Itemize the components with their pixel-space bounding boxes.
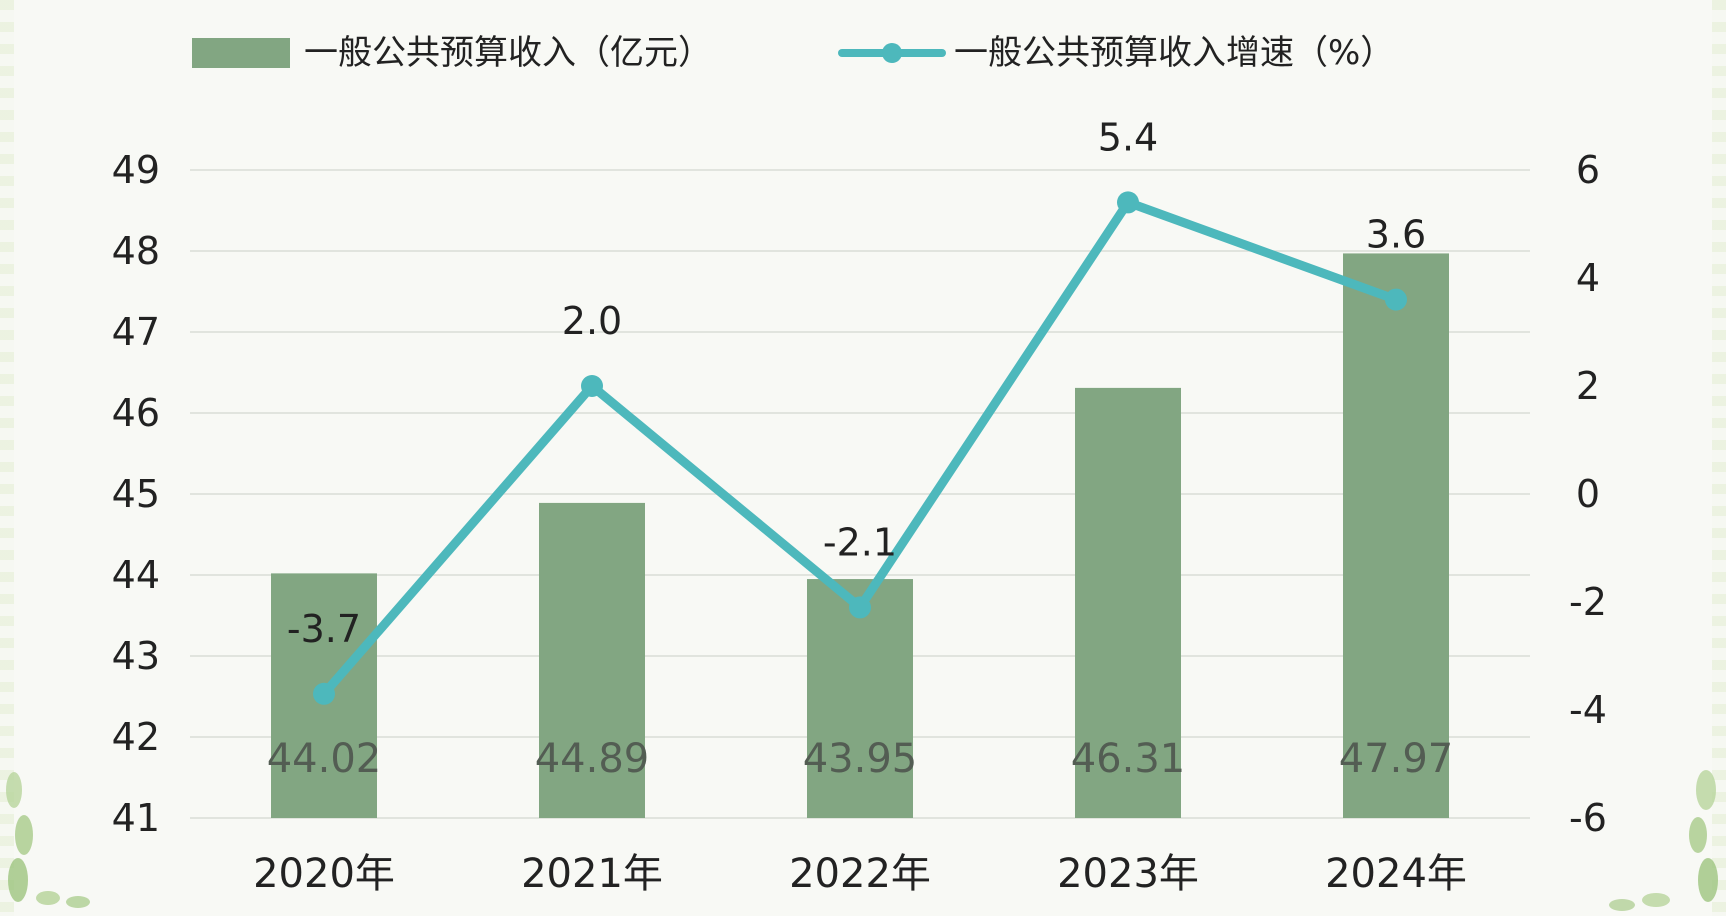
legend-bar-swatch: [192, 38, 290, 68]
revenue-bar-label: 46.31: [1071, 736, 1186, 782]
x-axis-category-label: 2022年: [789, 851, 931, 897]
growth-rate-point: [313, 682, 335, 705]
growth-rate-label: -2.1: [823, 520, 897, 564]
legend-line-marker: [882, 43, 902, 63]
revenue-bar-label: 44.02: [267, 736, 382, 782]
left-axis-tick-label: 49: [112, 148, 160, 192]
x-axis-category-label: 2020年: [253, 851, 395, 897]
left-axis-tick-label: 41: [112, 796, 160, 840]
growth-rate-point: [849, 596, 871, 619]
revenue-bar: [1343, 253, 1449, 818]
growth-rate-point: [581, 375, 603, 397]
left-axis-tick-label: 48: [112, 229, 160, 273]
right-axis-tick-label: 6: [1576, 148, 1600, 192]
left-axis-tick-label: 45: [112, 472, 160, 516]
left-axis-tick-label: 43: [112, 634, 160, 678]
left-axis-tick-label: 44: [112, 553, 160, 597]
revenue-bar-label: 43.95: [803, 736, 918, 782]
growth-rate-label: 3.6: [1366, 213, 1426, 257]
revenue-bar: [539, 502, 645, 818]
growth-rate-label: 5.4: [1098, 115, 1158, 159]
growth-rate-label: 2.0: [562, 299, 622, 343]
left-axis-tick-label: 46: [112, 391, 160, 435]
legend-line-label: 一般公共预算收入增速（%）: [954, 33, 1394, 73]
right-decorative-border: [1712, 0, 1726, 916]
legend: 一般公共预算收入（亿元） 一般公共预算收入增速（%）: [192, 33, 1394, 73]
right-axis-tick-label: -6: [1569, 796, 1607, 840]
growth-rate-point: [1385, 288, 1407, 311]
revenue-bar-label: 44.89: [535, 736, 650, 782]
line-layer: -3.7 2.0 -2.1 5.4 3.6: [287, 115, 1426, 705]
x-axis-category-label: 2021年: [521, 851, 663, 897]
x-axis-category-label: 2024年: [1325, 851, 1467, 897]
left-axis-tick-label: 47: [112, 310, 160, 354]
right-axis-tick-label: 0: [1576, 472, 1600, 516]
revenue-bar: [1075, 387, 1181, 818]
legend-bar-label: 一般公共预算收入（亿元）: [304, 33, 712, 73]
x-axis-category-label: 2023年: [1057, 851, 1199, 897]
revenue-bar: [807, 579, 913, 818]
left-axis-tick-label: 42: [112, 715, 160, 759]
growth-rate-point: [1117, 191, 1139, 214]
growth-rate-label: -3.7: [287, 607, 361, 651]
revenue-bar-label: 47.97: [1339, 736, 1454, 782]
right-axis-tick-label: -4: [1569, 688, 1607, 732]
right-axis-tick-label: 2: [1576, 364, 1600, 408]
left-decorative-border: [0, 0, 14, 916]
right-axis-tick-label: 4: [1576, 256, 1600, 300]
right-axis-tick-label: -2: [1569, 580, 1607, 624]
